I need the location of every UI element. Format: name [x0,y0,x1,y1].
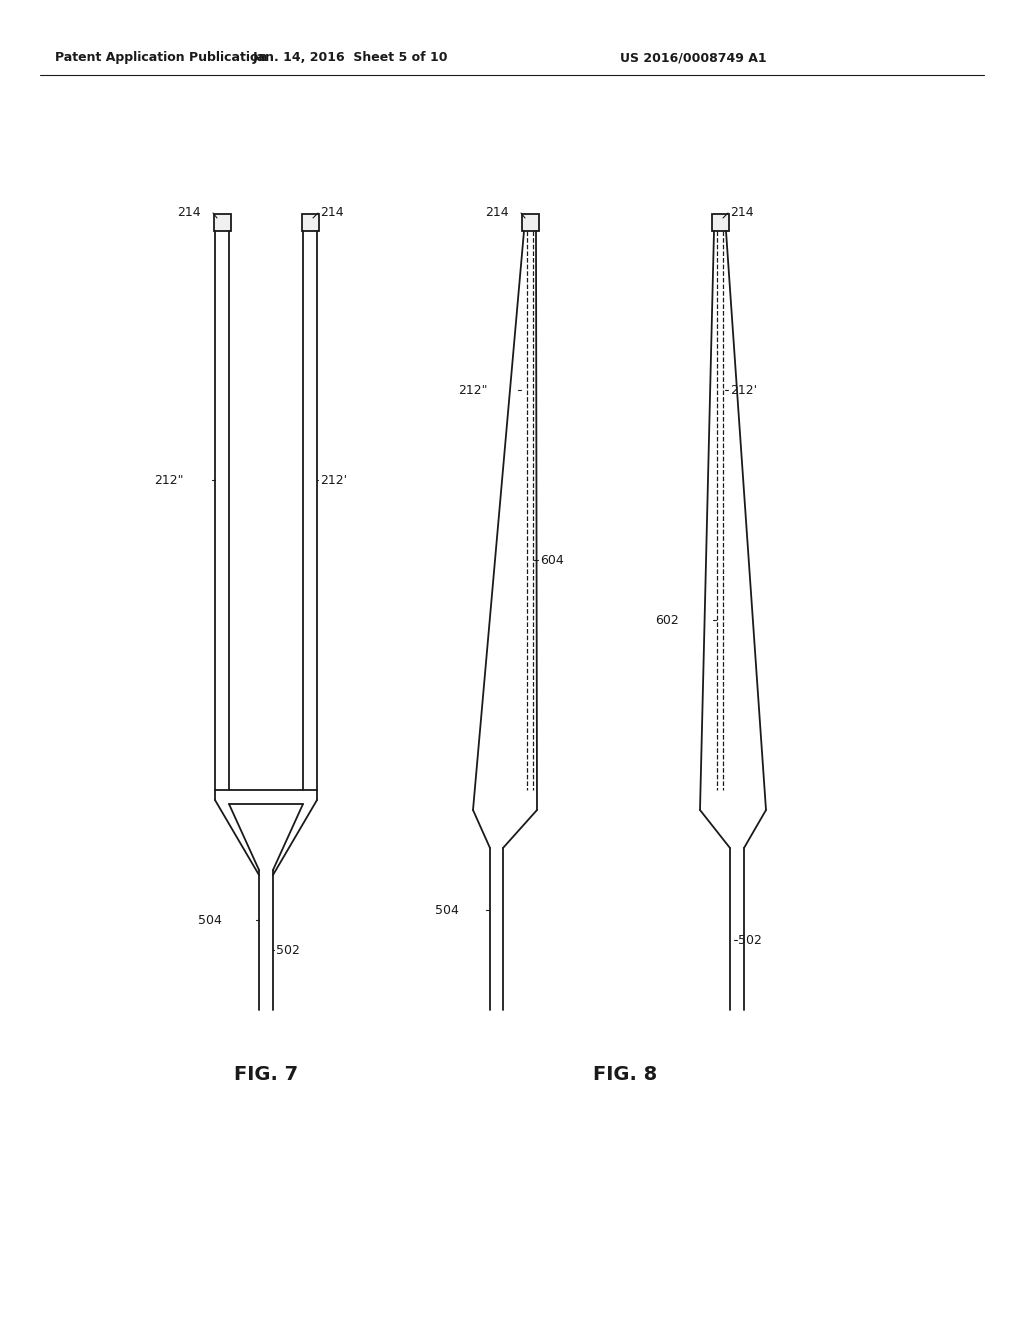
Bar [301,214,318,231]
Text: 214: 214 [319,206,344,219]
Text: FIG. 8: FIG. 8 [593,1065,657,1085]
Bar [712,214,728,231]
Text: 214: 214 [485,206,509,219]
Text: 504: 504 [198,913,222,927]
Text: Jan. 14, 2016  Sheet 5 of 10: Jan. 14, 2016 Sheet 5 of 10 [252,51,447,65]
Bar [213,214,230,231]
Text: Patent Application Publication: Patent Application Publication [55,51,267,65]
Text: 604: 604 [540,553,564,566]
Text: 502: 502 [738,933,762,946]
Bar [521,214,539,231]
Text: US 2016/0008749 A1: US 2016/0008749 A1 [620,51,767,65]
Text: 212': 212' [730,384,757,396]
Text: 214: 214 [730,206,754,219]
Text: 502: 502 [276,944,300,957]
Text: 602: 602 [655,614,679,627]
Text: 504: 504 [435,903,459,916]
Text: FIG. 7: FIG. 7 [233,1065,298,1085]
Text: 212": 212" [458,384,487,396]
Text: 214: 214 [177,206,201,219]
Text: 212": 212" [154,474,183,487]
Text: 212': 212' [319,474,347,487]
